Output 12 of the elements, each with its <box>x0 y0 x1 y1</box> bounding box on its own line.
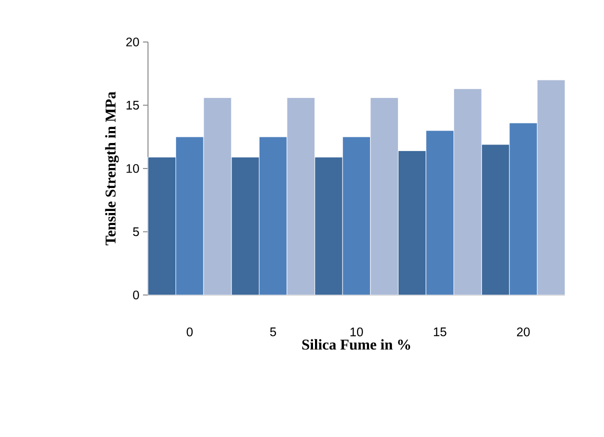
y-tick-label: 10 <box>126 164 139 173</box>
x-tick-label: 20 <box>517 328 530 336</box>
x-tick-label: 10 <box>350 328 363 336</box>
y-tick-label: 20 <box>126 38 139 46</box>
y-tick-label: 15 <box>126 100 139 110</box>
y-tick-label: 5 <box>133 227 139 236</box>
y-axis-title: Tensile Strength in MPa <box>105 92 119 246</box>
x-axis-title: Silica Fume in % <box>302 339 410 350</box>
x-tick-label: 5 <box>270 328 276 336</box>
x-tick-label: 15 <box>434 328 446 336</box>
x-tick-label: 0 <box>186 328 193 336</box>
y-tick-label: 0 <box>133 290 139 300</box>
